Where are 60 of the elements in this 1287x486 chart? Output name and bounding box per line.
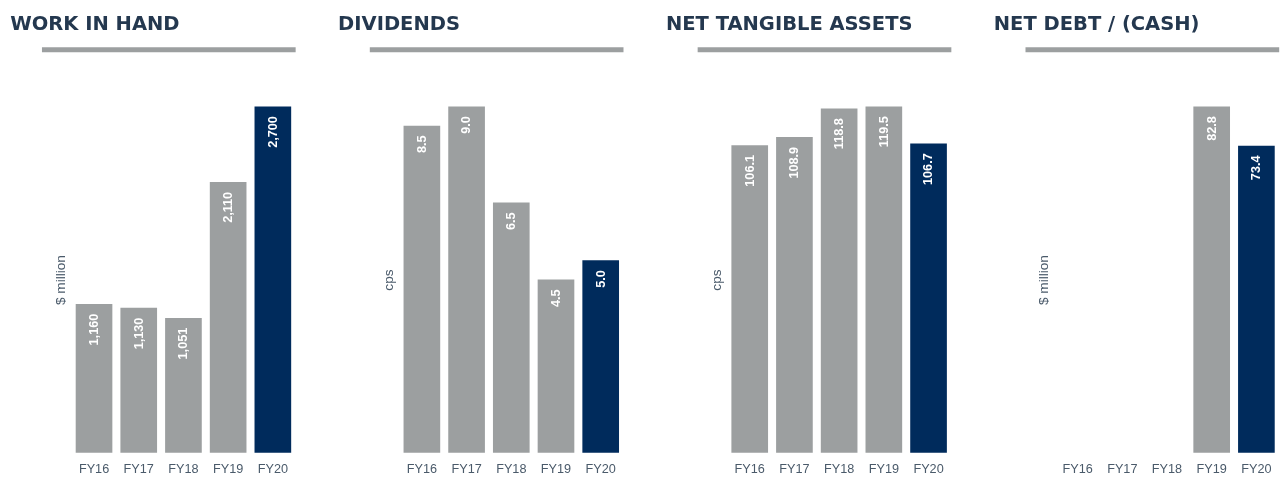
data-label: 1,160 [86,313,101,346]
bar [403,125,441,453]
y-axis-title: $ million [1036,255,1052,306]
x-tick-label: FY19 [213,461,244,476]
chart-title: WORK IN HAND [10,11,180,35]
data-label: 2,700 [265,116,280,148]
x-tick-label: FY20 [1241,461,1272,476]
x-tick-label: FY16 [734,461,765,476]
bar [120,307,158,453]
bar [537,279,575,453]
data-label: 106.1 [742,155,757,187]
bar [582,260,620,453]
x-tick-label: FY18 [496,461,527,476]
bar [820,108,858,453]
x-tick-label: FY17 [451,461,482,476]
x-tick-label: FY18 [168,461,199,476]
data-label: 4.5 [548,289,563,307]
bar [75,303,113,453]
x-tick-label: FY16 [78,461,110,476]
bar [492,202,530,453]
x-tick-label: FY18 [1151,461,1183,476]
x-tick-label: FY17 [123,461,154,476]
data-label: 2,110 [221,191,236,223]
data-label: 8.5 [414,135,429,154]
data-label: 119.5 [876,116,891,148]
data-label: 9.0 [459,116,474,134]
data-label: 82.8 [1204,116,1219,141]
data-label: 1,130 [131,317,146,350]
x-tick-label: FY16 [406,461,438,476]
data-label: 106.7 [921,153,936,185]
bar [254,106,292,453]
bar [448,106,485,453]
chart-title: NET TANGIBLE ASSETS [665,11,913,35]
x-tick-label: FY19 [540,461,572,476]
bar [910,143,947,453]
x-tick-label: FY20 [913,461,944,476]
bar [731,145,769,453]
bar [209,182,247,453]
y-axis-title: cps [380,269,396,291]
data-label: 108.9 [787,146,802,179]
y-axis-title: cps [708,269,724,291]
x-tick-label: FY17 [779,461,810,476]
data-label: 73.4 [1249,155,1264,181]
bar [165,317,202,453]
chart-title: NET DEBT / (CASH) [993,11,1200,35]
y-axis-title: $ million [52,255,68,306]
x-tick-label: FY19 [868,461,899,476]
bar [865,106,903,453]
x-tick-label: FY20 [585,461,616,476]
bar [776,137,813,453]
x-tick-label: FY16 [1062,461,1093,476]
x-tick-label: FY19 [1196,461,1227,476]
x-tick-label: FY20 [257,461,288,476]
data-label: 1,051 [176,327,191,360]
x-tick-label: FY17 [1107,461,1138,476]
chart-title: DIVIDENDS [338,11,460,35]
data-label: 5.0 [593,270,608,288]
x-tick-label: FY18 [823,461,855,476]
data-label: 118.8 [832,118,847,150]
data-label: 6.5 [504,212,519,230]
